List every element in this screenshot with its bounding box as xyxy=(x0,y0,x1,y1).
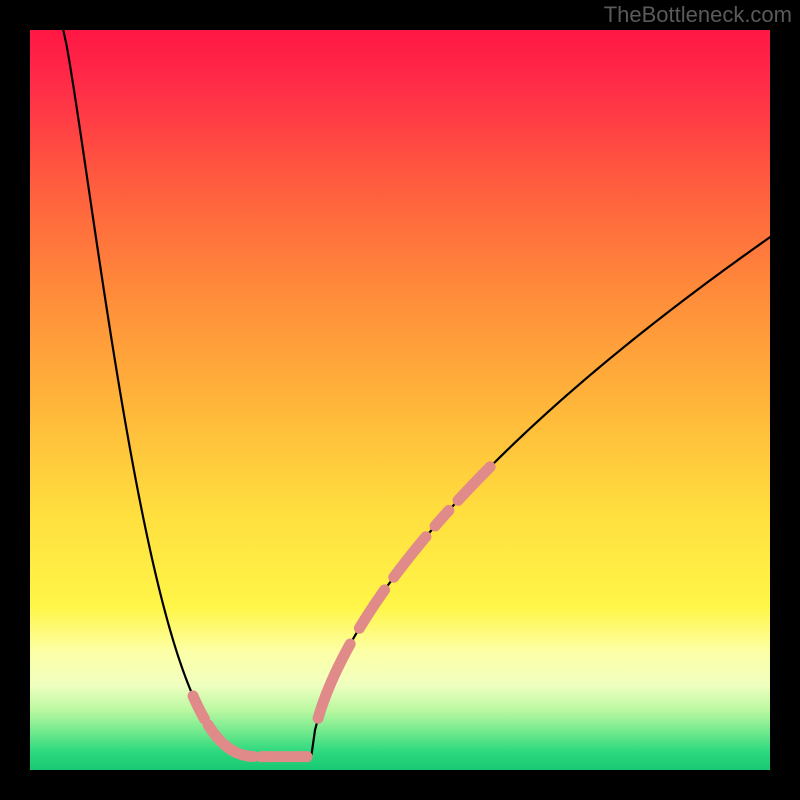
chart-svg xyxy=(0,0,800,800)
chart-container: TheBottleneck.com xyxy=(0,0,800,800)
watermark-text: TheBottleneck.com xyxy=(604,2,792,28)
